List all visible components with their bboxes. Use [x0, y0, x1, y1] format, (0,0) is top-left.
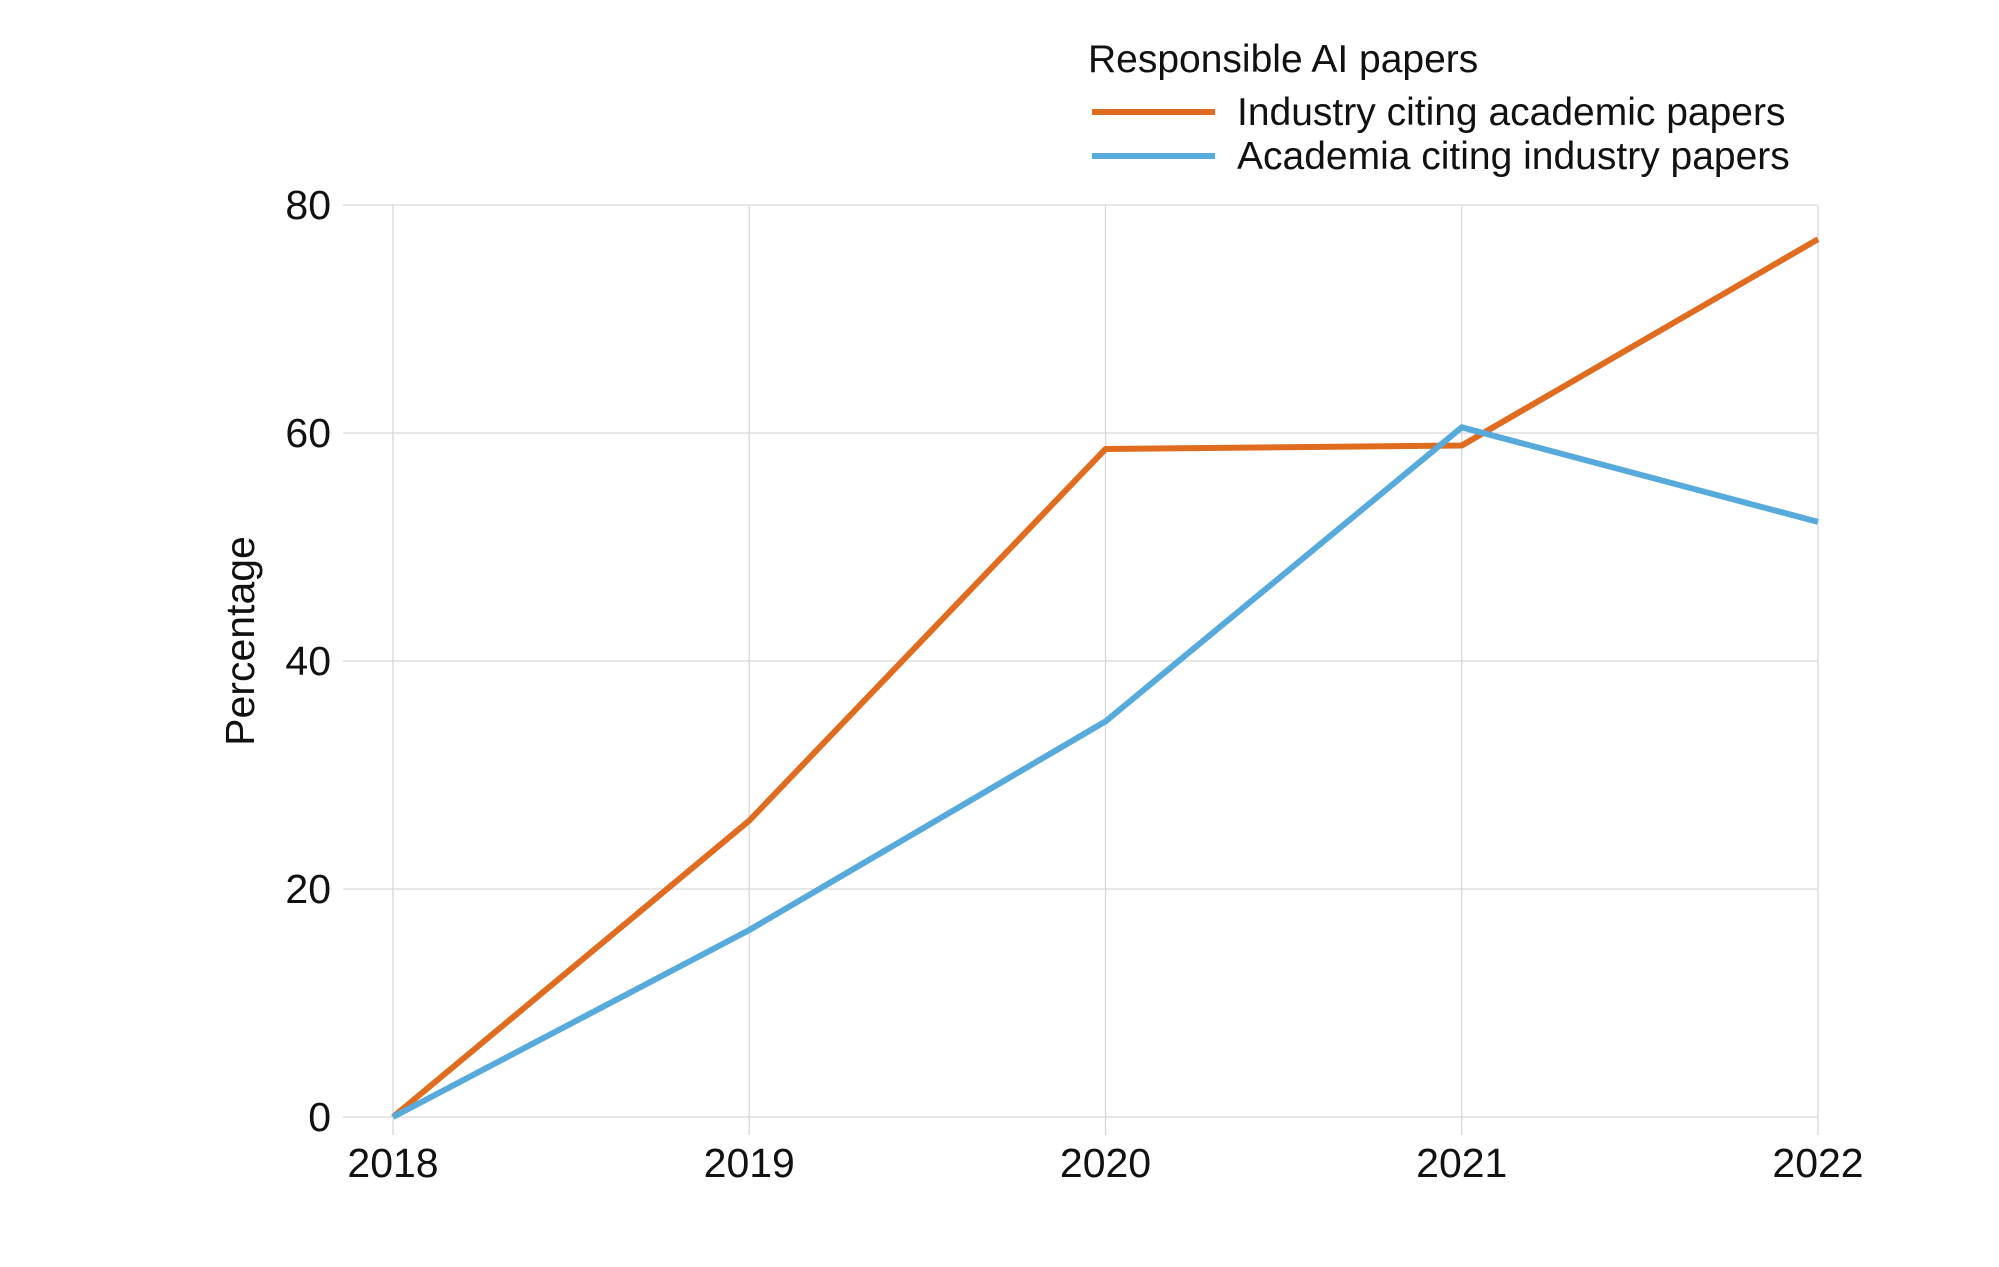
x-tick-label: 2022: [1772, 1140, 1863, 1186]
legend-title: Responsible AI papers: [1088, 38, 1478, 81]
y-tick-label: 60: [285, 410, 331, 456]
x-tick-label: 2021: [1416, 1140, 1507, 1186]
gridlines: [343, 204, 1819, 1135]
series-line-1: [391, 236, 1820, 1120]
legend-label: Industry citing academic papers: [1237, 91, 1785, 134]
axes: 0 20 40 60 80 2018 2019 2020 2021 2022: [285, 182, 1863, 1186]
series-line-2: [391, 424, 1819, 1120]
legend-label: Academia citing industry papers: [1237, 135, 1790, 178]
series-lines: [391, 236, 1820, 1120]
legend: Responsible AI papers Industry citing ac…: [1088, 38, 1790, 178]
y-tick-label: 0: [308, 1094, 331, 1140]
x-tick-label: 2018: [347, 1140, 438, 1186]
y-tick-label: 40: [285, 638, 331, 684]
y-axis-title: Percentage: [217, 536, 263, 746]
y-tick-label: 20: [285, 866, 331, 912]
y-tick-label: 80: [285, 182, 331, 228]
x-tick-label: 2020: [1060, 1140, 1151, 1186]
x-tick-label: 2019: [704, 1140, 795, 1186]
